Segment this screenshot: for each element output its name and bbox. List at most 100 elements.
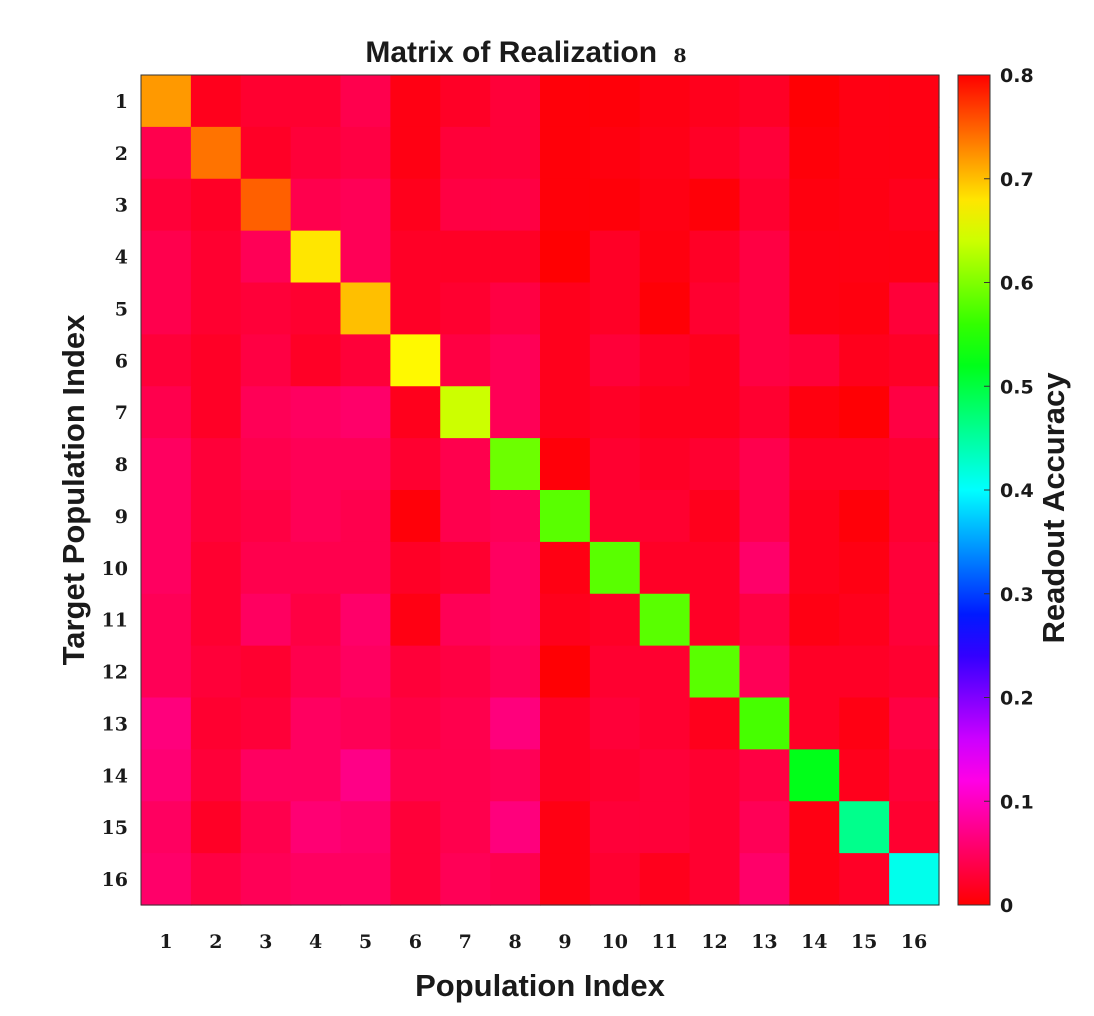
heatmap-cell-r14-c5 (340, 749, 391, 802)
y-tick-label: 9 (115, 506, 128, 528)
heatmap-cell-r4-c13 (739, 230, 790, 284)
heatmap-cell-r2-c10 (589, 126, 641, 180)
colorbar-ticks: 0 0.1 0.2 0.3 0.4 0.5 0.6 0.7 0.8 (984, 65, 1034, 917)
heatmap-cell-r11-c11 (639, 593, 691, 647)
y-tick-label: 10 (102, 558, 128, 580)
y-tick-label: 15 (102, 817, 128, 839)
heatmap-cell-r3-c10 (589, 178, 641, 232)
heatmap-cell-r4-c7 (440, 230, 491, 284)
heatmap-cell-r7-c7 (440, 386, 491, 439)
heatmap-cell-r11-c3 (240, 593, 292, 647)
heatmap-cell-r12-c10 (589, 645, 641, 699)
heatmap-cell-r3-c5 (340, 178, 391, 232)
heatmap-cell-r12-c16 (889, 645, 940, 699)
heatmap-cell-r5-c10 (589, 282, 641, 335)
heatmap-cell-r8-c9 (540, 438, 591, 491)
heatmap-cell-r9-c16 (889, 490, 940, 543)
heatmap-cell-r16-c14 (789, 853, 840, 906)
heatmap-cell-r15-c15 (839, 801, 890, 854)
heatmap-cell-r7-c6 (390, 386, 441, 439)
heatmap-cell-r2-c9 (540, 126, 591, 180)
heatmap-cell-r16-c15 (839, 853, 890, 906)
heatmap-cell-r3-c7 (440, 178, 491, 232)
heatmap-cell-r6-c11 (639, 334, 691, 387)
heatmap-cell-r1-c1 (141, 75, 192, 128)
heatmap-cell-r2-c12 (689, 126, 741, 180)
heatmap-cell-r1-c14 (789, 75, 840, 128)
heatmap-cell-r8-c16 (889, 438, 940, 491)
x-tick-label: 13 (751, 931, 777, 953)
heatmap-cell-r15-c4 (290, 801, 342, 854)
heatmap-cell-r12-c14 (789, 645, 840, 699)
heatmap-cell-r4-c2 (190, 230, 242, 284)
heatmap-cell-r16-c13 (739, 853, 790, 906)
heatmap-cell-r11-c5 (340, 593, 391, 647)
heatmap-cell-r15-c13 (739, 801, 790, 854)
heatmap-cell-r3-c15 (839, 178, 890, 232)
heatmap-cell-r5-c7 (440, 282, 491, 335)
heatmap-cell-r10-c5 (340, 541, 391, 595)
heatmap-cell-r12-c15 (839, 645, 890, 699)
heatmap-cell-r7-c12 (689, 386, 741, 439)
heatmap-cell-r5-c5 (340, 282, 391, 335)
heatmap-cell-r9-c12 (689, 490, 741, 543)
y-tick-label: 11 (102, 610, 128, 632)
heatmap-cell-r4-c3 (240, 230, 292, 284)
heatmap-cell-r15-c11 (639, 801, 691, 854)
heatmap-cell-r2-c7 (440, 126, 491, 180)
heatmap-cell-r11-c16 (889, 593, 940, 647)
heatmap-cell-r11-c8 (490, 593, 541, 647)
heatmap-cell-r10-c9 (540, 541, 591, 595)
plot-frame (140, 74, 940, 906)
colorbar-tick-label: 0.2 (1000, 688, 1034, 710)
heatmap-cell-r10-c7 (440, 541, 491, 595)
heatmap-cell-r3-c12 (689, 178, 741, 232)
heatmap-cell-r14-c11 (639, 749, 691, 802)
heatmap-cell-r8-c4 (290, 438, 342, 491)
x-tick-label: 16 (901, 931, 927, 953)
heatmap-cell-r3-c13 (739, 178, 790, 232)
heatmap-cell-r6-c5 (340, 334, 391, 387)
heatmap-cell-r16-c2 (190, 853, 242, 906)
colorbar-tick-label: 0 (1000, 895, 1013, 917)
heatmap-cell-r14-c9 (540, 749, 591, 802)
heatmap-cell-r5-c13 (739, 282, 790, 335)
heatmap-cell-r12-c9 (540, 645, 591, 699)
heatmap-cell-r1-c7 (440, 75, 491, 128)
heatmap-cell-r5-c16 (889, 282, 940, 335)
y-tick-label: 8 (115, 454, 128, 476)
x-tick-label: 10 (602, 931, 628, 953)
heatmap-cell-r9-c1 (141, 490, 192, 543)
colorbar-tick-label: 0.8 (1000, 65, 1034, 87)
x-tick-labels: 1 2 3 4 5 6 7 8 9 10 11 12 13 14 15 16 (159, 931, 927, 953)
heatmap-cell-r4-c10 (589, 230, 641, 284)
heatmap-cell-r5-c1 (141, 282, 192, 335)
x-tick-label: 11 (651, 931, 677, 953)
heatmap-cell-r8-c3 (240, 438, 292, 491)
heatmap-cell-r6-c1 (141, 334, 192, 387)
heatmap-cell-r16-c11 (639, 853, 691, 906)
colorbar-tick-label: 0.5 (1000, 376, 1034, 398)
heatmap-cell-r13-c7 (440, 697, 491, 750)
heatmap-cell-r9-c7 (440, 490, 491, 543)
heatmap-cell-r4-c8 (490, 230, 541, 284)
heatmap-cell-r10-c12 (689, 541, 741, 595)
heatmap-cell-r6-c2 (190, 334, 242, 387)
heatmap-cell-r16-c3 (240, 853, 292, 906)
y-tick-label: 3 (115, 195, 128, 217)
heatmap-cell-r11-c13 (739, 593, 790, 647)
heatmap-cell-r4-c15 (839, 230, 890, 284)
heatmap-cell-r10-c11 (639, 541, 691, 595)
heatmap-cell-r2-c4 (290, 126, 342, 180)
heatmap-cell-r14-c4 (290, 749, 342, 802)
heatmap-cell-r10-c14 (789, 541, 840, 595)
heatmap-cell-r4-c5 (340, 230, 391, 284)
heatmap-cell-r12-c8 (490, 645, 541, 699)
heatmap-cell-r3-c14 (789, 178, 840, 232)
y-tick-label: 7 (115, 402, 128, 424)
heatmap-cell-r15-c1 (141, 801, 192, 854)
heatmap-cell-r5-c4 (290, 282, 342, 335)
heatmap-cell-r1-c8 (490, 75, 541, 128)
heatmap-cell-r6-c3 (240, 334, 292, 387)
y-tick-label: 4 (115, 247, 128, 269)
